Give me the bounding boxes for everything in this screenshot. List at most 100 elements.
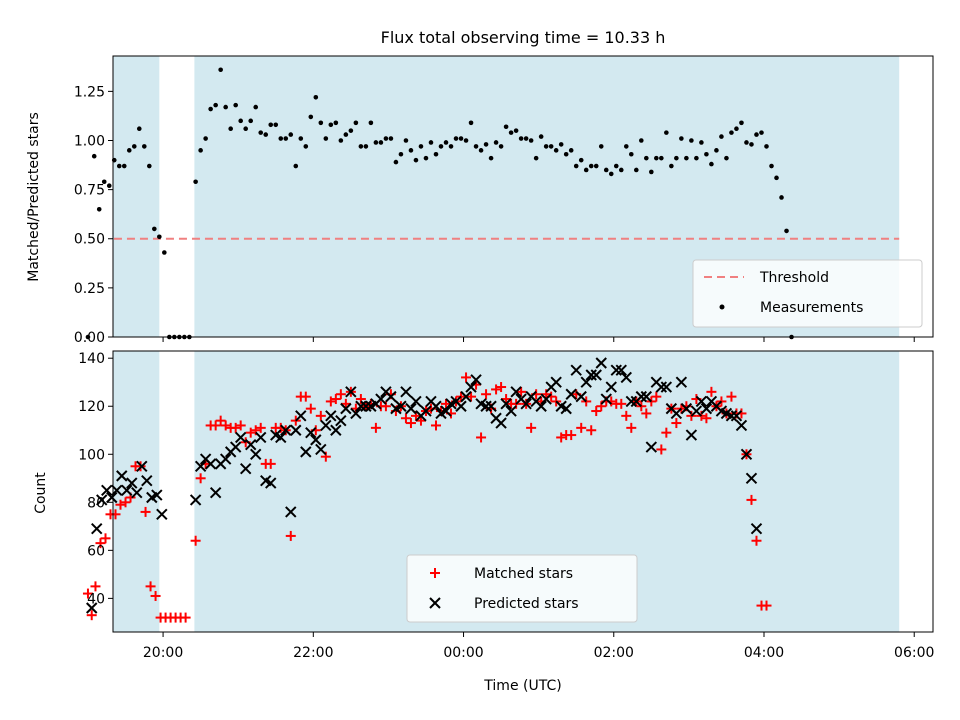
predicted-star-point bbox=[121, 484, 133, 497]
measurement-point bbox=[91, 153, 97, 159]
measurement-point bbox=[558, 142, 564, 147]
predicted-star-point bbox=[285, 506, 297, 518]
matched-star-point bbox=[591, 406, 602, 417]
predicted-star-point bbox=[239, 462, 252, 475]
predicted-star-point bbox=[655, 381, 668, 393]
measurement-point bbox=[463, 138, 469, 143]
measurement-point bbox=[654, 155, 659, 161]
measurement-point bbox=[418, 144, 424, 149]
measurement-point bbox=[213, 102, 218, 108]
measurement-point bbox=[368, 120, 374, 126]
bottom-plot-frame bbox=[112, 350, 934, 633]
predicted-star-point bbox=[136, 460, 148, 472]
measurement-point bbox=[328, 122, 334, 128]
measurement-point bbox=[433, 151, 439, 157]
predicted-star-point bbox=[590, 369, 602, 381]
matched-star-point bbox=[526, 422, 537, 433]
measurement-point bbox=[298, 136, 304, 141]
x-axis-label: Time (UTC) bbox=[483, 678, 561, 694]
predicted-star-point bbox=[570, 364, 582, 376]
predicted-star-point bbox=[250, 448, 262, 460]
bottom-panel: 40 60 80 100 120 140 20:00 22:00 00:00 02:00 04:0… bbox=[33, 350, 934, 694]
measurement-point bbox=[413, 157, 419, 163]
y-tick-label: 0.75 bbox=[74, 183, 105, 199]
measurement-point bbox=[779, 195, 784, 200]
matched-star-point bbox=[441, 398, 452, 409]
predicted-star-point bbox=[625, 395, 637, 408]
matched-star-point bbox=[145, 581, 156, 592]
measurement-point bbox=[739, 120, 744, 126]
x-tick-label: 00:00 bbox=[443, 645, 483, 661]
measurement-point bbox=[383, 136, 389, 141]
predicted-star-point bbox=[395, 400, 407, 412]
measurement-point bbox=[268, 122, 274, 128]
matched-star-point bbox=[751, 535, 762, 546]
y-tick-label: 140 bbox=[78, 351, 105, 367]
predicted-star-point bbox=[640, 390, 653, 403]
predicted-star-point bbox=[106, 491, 118, 504]
measurement-point bbox=[719, 134, 724, 139]
y-tick-label: 1.00 bbox=[74, 133, 105, 149]
predicted-star-point bbox=[375, 393, 387, 405]
matched-star-point bbox=[491, 384, 502, 395]
measurement-point bbox=[203, 136, 208, 141]
measurement-point bbox=[363, 144, 369, 149]
predicted-star-point bbox=[350, 407, 362, 420]
predicted-star-point bbox=[290, 424, 302, 436]
measurement-point bbox=[734, 126, 739, 132]
legend-predicted-swatch bbox=[429, 597, 441, 609]
predicted-star-point bbox=[695, 395, 708, 408]
measurement-point bbox=[126, 148, 132, 153]
measurement-point bbox=[639, 138, 644, 143]
measurement-point bbox=[85, 334, 91, 340]
observing-interval-shade bbox=[113, 56, 160, 337]
measurement-point bbox=[136, 126, 142, 132]
measurement-point bbox=[283, 136, 289, 141]
measurement-point bbox=[303, 144, 309, 149]
measurement-point bbox=[121, 163, 127, 169]
measurement-point bbox=[453, 136, 459, 141]
measurement-point bbox=[538, 134, 544, 139]
measurement-point bbox=[106, 183, 112, 188]
measurement-point bbox=[724, 155, 729, 161]
predicted-star-point bbox=[605, 381, 617, 393]
predicted-star-point bbox=[455, 400, 467, 412]
matched-star-point bbox=[86, 610, 97, 621]
measurement-point bbox=[674, 155, 679, 161]
measurement-point bbox=[408, 148, 414, 153]
measurement-point bbox=[659, 155, 664, 161]
matched-star-point bbox=[255, 422, 266, 433]
measurement-point bbox=[543, 144, 549, 149]
predicted-star-point bbox=[320, 419, 332, 432]
y-tick-label: 80 bbox=[87, 495, 105, 511]
predicted-star-point bbox=[750, 523, 763, 535]
measurement-point bbox=[613, 163, 619, 169]
bottom-legend: Matched stars Predicted stars bbox=[406, 554, 638, 623]
measurement-point bbox=[553, 148, 559, 153]
predicted-star-point bbox=[189, 494, 202, 506]
matched-star-point bbox=[641, 408, 652, 419]
measurement-point bbox=[503, 124, 509, 130]
predicted-star-point bbox=[480, 400, 492, 412]
measurement-point bbox=[233, 102, 238, 108]
predicted-star-point bbox=[101, 484, 113, 497]
measurement-point bbox=[293, 163, 299, 169]
measurement-point bbox=[568, 148, 574, 153]
measurement-point bbox=[438, 144, 444, 149]
matched-star-point bbox=[671, 418, 682, 429]
matched-star-point bbox=[195, 473, 206, 484]
measurement-point bbox=[423, 155, 429, 161]
matched-star-point bbox=[430, 420, 441, 431]
predicted-star-point bbox=[470, 374, 482, 386]
predicted-star-point bbox=[675, 376, 688, 388]
measurement-point bbox=[358, 144, 364, 149]
matched-star-point bbox=[661, 427, 672, 438]
predicted-star-point bbox=[255, 431, 267, 444]
matched-star-point bbox=[621, 410, 632, 421]
matched-star-point bbox=[370, 422, 381, 433]
matched-star-point bbox=[315, 410, 326, 421]
predicted-star-point bbox=[126, 477, 138, 489]
predicted-star-point bbox=[535, 400, 547, 412]
legend-threshold-label: Threshold bbox=[759, 270, 829, 286]
predicted-star-point bbox=[335, 414, 347, 427]
